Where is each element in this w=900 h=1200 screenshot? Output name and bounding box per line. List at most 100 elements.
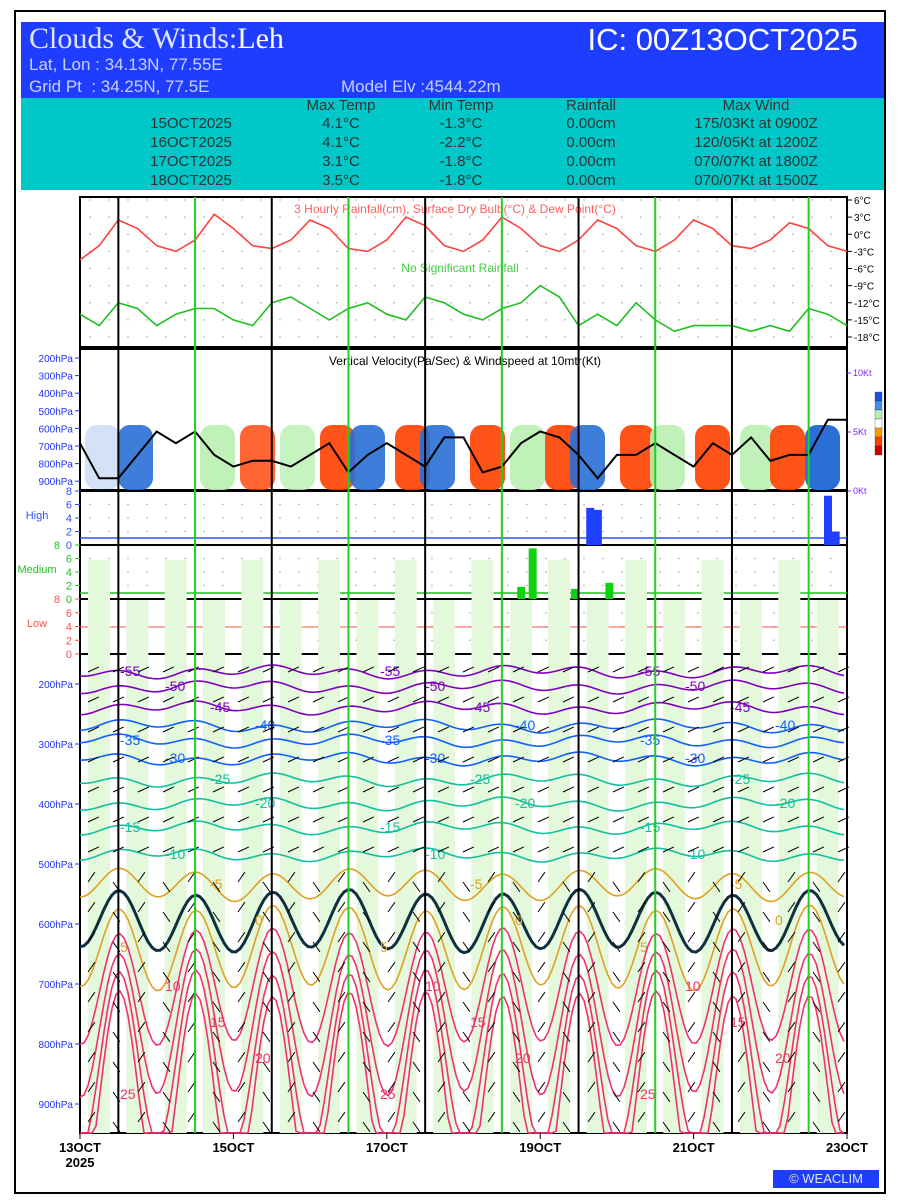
grid-dot: [678, 267, 680, 270]
grid-dot: [735, 199, 737, 201]
grid-dot: [716, 216, 718, 218]
wind-barb: [712, 756, 725, 763]
wind-barb: [237, 1021, 246, 1033]
wind-barb: [737, 991, 746, 1003]
grid-dot: [146, 284, 148, 287]
wind-barb: [412, 756, 425, 763]
grid-dot: [583, 557, 585, 560]
grid-dot: [507, 267, 509, 270]
isotherm-label: -10: [165, 846, 185, 862]
grid-dot: [298, 584, 300, 587]
wind-barb: [487, 666, 500, 673]
wind-barb: [687, 871, 696, 883]
isotherm-label: -40: [515, 717, 535, 733]
grid-dot: [811, 267, 813, 270]
wind-barb: [687, 1021, 696, 1033]
wind-barb: [787, 1111, 796, 1123]
grid-dot: [678, 250, 680, 253]
grid-dot: [602, 517, 604, 519]
grid-dot: [355, 503, 357, 506]
wind-barb: [737, 901, 746, 913]
wind-barb: [762, 1061, 771, 1073]
isotherm-label: -55: [640, 663, 660, 679]
grid-dot: [773, 233, 775, 235]
grid-dot: [659, 233, 661, 235]
wind-barb: [137, 901, 146, 913]
grid-dot: [89, 216, 91, 218]
grid-dot: [336, 503, 338, 506]
y-tick-label: 4: [66, 513, 72, 525]
x-tick-label: 21OCT: [673, 1140, 715, 1155]
grid-dot: [564, 199, 566, 201]
wind-barb: [137, 726, 150, 733]
isotherm-label: -10: [685, 846, 705, 862]
table-cell: 0.00cm: [566, 134, 616, 151]
wind-barb: [212, 971, 221, 983]
weaclim-logo: © WEACLIM: [773, 1170, 879, 1188]
wind-barb: [387, 756, 400, 763]
grid-dot: [697, 250, 699, 253]
grid-dot: [165, 250, 167, 253]
wind-barb: [687, 1051, 696, 1063]
wind-barb: [487, 961, 496, 973]
grid-dot: [526, 199, 528, 201]
wind-barb: [312, 846, 325, 853]
wind-barb: [562, 1091, 571, 1103]
grid-dot: [203, 336, 205, 338]
grid-dot: [716, 199, 718, 201]
grid-dot: [222, 557, 224, 560]
wind-barb: [287, 1051, 296, 1063]
grid-dot: [583, 199, 585, 201]
wind-barb: [662, 666, 675, 673]
grid-dot: [545, 584, 547, 587]
grid-dot: [393, 584, 395, 587]
grid-dot: [469, 267, 471, 270]
grid-dot: [127, 233, 129, 235]
grid-dot: [830, 571, 832, 573]
grid-dot: [678, 302, 680, 304]
grid-dot: [811, 216, 813, 218]
wind-barb: [812, 1121, 821, 1133]
grid-dot: [697, 267, 699, 270]
wind-barb: [262, 1031, 271, 1043]
grid-dot: [241, 199, 243, 201]
grid-dot: [374, 233, 376, 235]
grid-dot: [507, 612, 509, 614]
wind-barb: [587, 1021, 596, 1033]
wind-barb: [237, 756, 250, 763]
y-tick-label: 500hPa: [39, 860, 74, 871]
wind-barb: [362, 881, 371, 893]
wind-barb: [287, 991, 296, 1003]
grid-dot: [735, 233, 737, 235]
grid-dot: [697, 216, 699, 218]
table-cell: 17OCT2025: [150, 153, 232, 170]
wind-barb: [312, 911, 321, 923]
wind-barb: [412, 816, 425, 823]
grid-dot: [792, 503, 794, 506]
grid-dot: [583, 584, 585, 587]
vv-shading: [470, 425, 505, 490]
wind-barb: [437, 1081, 446, 1093]
grid-dot: [393, 284, 395, 287]
wind-barb: [262, 1091, 271, 1103]
wind-barb: [662, 1061, 671, 1073]
grid-dot: [260, 517, 262, 519]
grid-dot: [184, 302, 186, 304]
wind-barb: [87, 991, 96, 1003]
wind-barb: [612, 881, 621, 893]
wind-barb: [87, 816, 100, 823]
wind-barb: [462, 941, 471, 953]
wind-barb: [212, 1091, 221, 1103]
wind-barb: [187, 991, 196, 1003]
wind-barb: [312, 971, 321, 983]
wind-barb: [737, 1081, 746, 1093]
vv-shading: [240, 425, 275, 490]
wind-barb: [87, 1051, 96, 1063]
grid-dot: [640, 557, 642, 560]
grid-dot: [545, 571, 547, 573]
grid-dot: [146, 530, 148, 533]
grid-dot: [222, 503, 224, 506]
wind-barb: [837, 931, 846, 943]
isotherm-label: -45: [730, 699, 750, 715]
